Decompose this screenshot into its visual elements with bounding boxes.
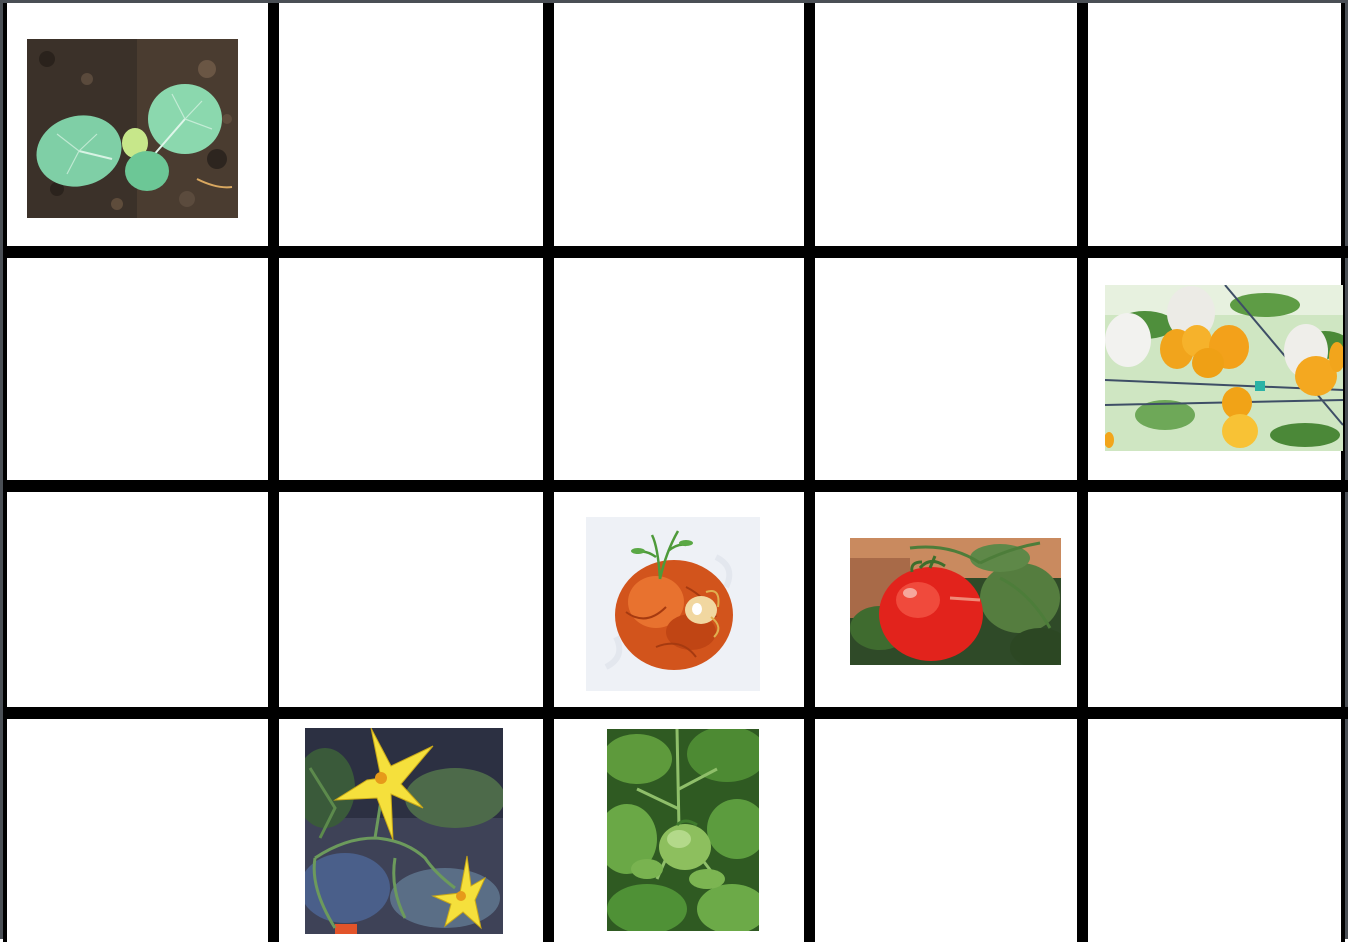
grid-cell-r2c3[interactable]	[555, 258, 803, 480]
grid-cell-r1c5[interactable]	[1089, 3, 1345, 246]
grid-cell-r4c1[interactable]	[7, 719, 267, 942]
grid-cell-r1c2[interactable]	[280, 3, 542, 246]
green-tomato-plant-image[interactable]	[607, 729, 759, 931]
grid-border-right	[1341, 3, 1345, 942]
grid-cell-r4c4[interactable]	[815, 719, 1076, 942]
grid-line-vertical-1	[268, 3, 279, 942]
grid-cell-r3c1[interactable]	[7, 492, 267, 707]
grid-cell-r2c1[interactable]	[7, 258, 267, 480]
grid-cell-r4c5[interactable]	[1089, 719, 1345, 942]
grid-line-vertical-3	[804, 3, 815, 942]
eggplants-image[interactable]	[1105, 285, 1343, 451]
grid-line-vertical-2	[543, 3, 554, 942]
cabbage-seedling-image[interactable]	[27, 39, 238, 218]
tomato-flowers-image[interactable]	[305, 728, 503, 934]
grid-cell-r1c3[interactable]	[555, 3, 803, 246]
grid-line-horizontal-1	[3, 246, 1348, 258]
grid-border-left	[3, 3, 7, 942]
grid-line-horizontal-3	[3, 707, 1348, 719]
grid-cell-r2c4[interactable]	[815, 258, 1076, 480]
grid-cell-r3c5[interactable]	[1089, 492, 1345, 707]
grid-cell-r3c2[interactable]	[280, 492, 542, 707]
grid-line-vertical-4	[1077, 3, 1088, 942]
sprouting-tomato-image[interactable]	[586, 517, 760, 691]
grid-cell-r2c2[interactable]	[280, 258, 542, 480]
red-tomato-image[interactable]	[850, 538, 1061, 665]
grid-line-horizontal-2	[3, 480, 1348, 492]
grid-cell-r1c4[interactable]	[815, 3, 1076, 246]
